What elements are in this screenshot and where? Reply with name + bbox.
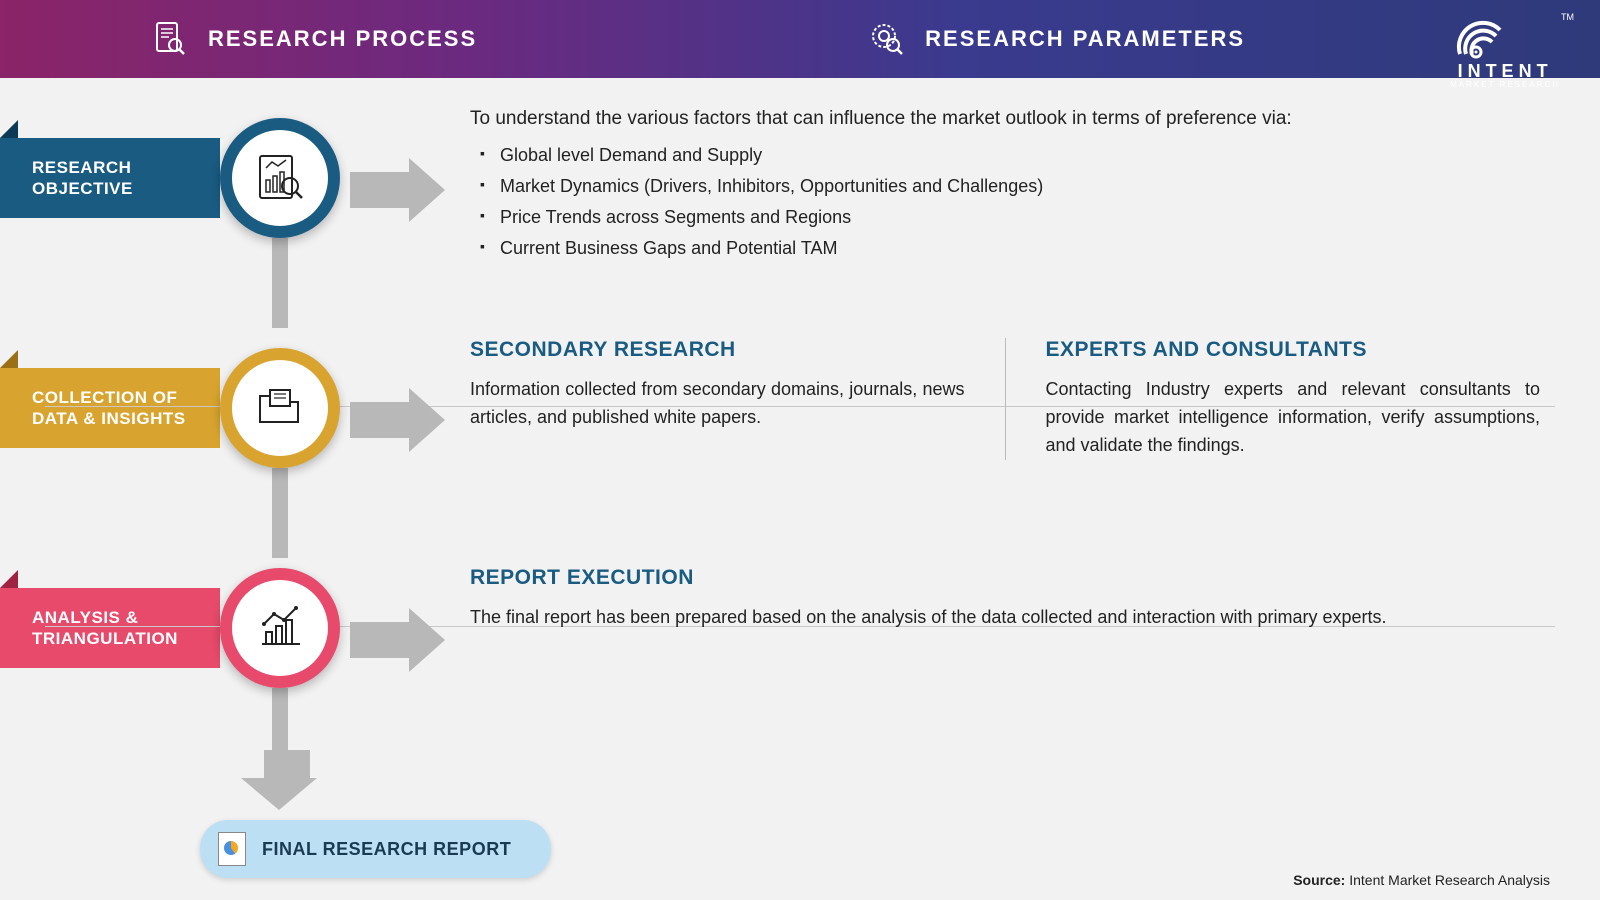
col-title: SECONDARY RESEARCH [470, 338, 965, 362]
col-body: The final report has been prepared based… [470, 604, 1540, 632]
stage3-content: REPORT EXECUTION The final report has be… [470, 558, 1540, 632]
stage1-intro: To understand the various factors that c… [470, 108, 1540, 130]
stage1-label: RESEARCH OBJECTIVE [0, 138, 220, 218]
final-report-pill: FINAL RESEARCH REPORT [200, 820, 551, 878]
col-body: Contacting Industry experts and relevant… [1046, 376, 1541, 460]
report-search-icon [252, 150, 308, 206]
stage1-node [220, 118, 340, 238]
connector-2-3 [272, 468, 288, 558]
source-text: Intent Market Research Analysis [1349, 872, 1550, 888]
final-report-label: FINAL RESEARCH REPORT [262, 839, 511, 860]
connector-1-2 [272, 238, 288, 328]
header-research-parameters: RESEARCH PARAMETERS [867, 19, 1245, 59]
col-title: EXPERTS AND CONSULTANTS [1046, 338, 1541, 362]
stage-analysis-triangulation: ANALYSIS & TRIANGULATION [0, 558, 1600, 748]
stage1-bullets: Global level Demand and Supply Market Dy… [470, 140, 1540, 264]
stage3-node [220, 568, 340, 688]
experts-consultants-col: EXPERTS AND CONSULTANTS Contacting Indus… [1005, 338, 1541, 460]
stage2-label: COLLECTION OF DATA & INSIGHTS [0, 368, 220, 448]
doc-magnify-icon [150, 19, 190, 59]
arrow-right-1 [350, 158, 445, 222]
stage2-label-text: COLLECTION OF DATA & INSIGHTS [32, 387, 220, 430]
bullet: Market Dynamics (Drivers, Inhibitors, Op… [500, 171, 1540, 202]
arrow-down-final [256, 750, 317, 810]
stage2-content: SECONDARY RESEARCH Information collected… [470, 338, 1540, 460]
stage-research-objective: RESEARCH OBJECTIVE To understand the var… [0, 108, 1600, 328]
stage1-label-text: RESEARCH OBJECTIVE [32, 157, 220, 200]
trademark: TM [1561, 12, 1574, 22]
col-body: Information collected from secondary dom… [470, 376, 965, 432]
arrow-right-2 [350, 388, 445, 452]
stage2-node [220, 348, 340, 468]
header-bar: RESEARCH PROCESS RESEARCH PARAMETERS INT… [0, 0, 1600, 78]
bullet: Global level Demand and Supply [500, 140, 1540, 171]
stage1-content: To understand the various factors that c… [470, 108, 1540, 264]
bar-chart-icon [252, 600, 308, 656]
bullet: Price Trends across Segments and Regions [500, 202, 1540, 233]
arrow-right-3 [350, 608, 445, 672]
stage3-label: ANALYSIS & TRIANGULATION [0, 588, 220, 668]
header-research-process: RESEARCH PROCESS [150, 19, 477, 59]
secondary-research-col: SECONDARY RESEARCH Information collected… [470, 338, 1005, 460]
report-doc-icon [218, 832, 246, 866]
brand-logo: INTENT MARKET RESEARCH TM [1450, 8, 1560, 89]
bullet: Current Business Gaps and Potential TAM [500, 233, 1540, 264]
stage-data-collection: COLLECTION OF DATA & INSIGHTS SECONDARY … [0, 338, 1600, 548]
col-title: REPORT EXECUTION [470, 566, 1540, 590]
diagram-body: RESEARCH OBJECTIVE To understand the var… [0, 78, 1600, 748]
source-attribution: Source: Intent Market Research Analysis [1293, 872, 1550, 888]
folder-icon [252, 380, 308, 436]
header-left-title: RESEARCH PROCESS [208, 26, 477, 52]
gear-magnify-icon [867, 19, 907, 59]
header-right-title: RESEARCH PARAMETERS [925, 26, 1245, 52]
source-prefix: Source: [1293, 872, 1345, 888]
stage3-label-text: ANALYSIS & TRIANGULATION [32, 607, 220, 650]
